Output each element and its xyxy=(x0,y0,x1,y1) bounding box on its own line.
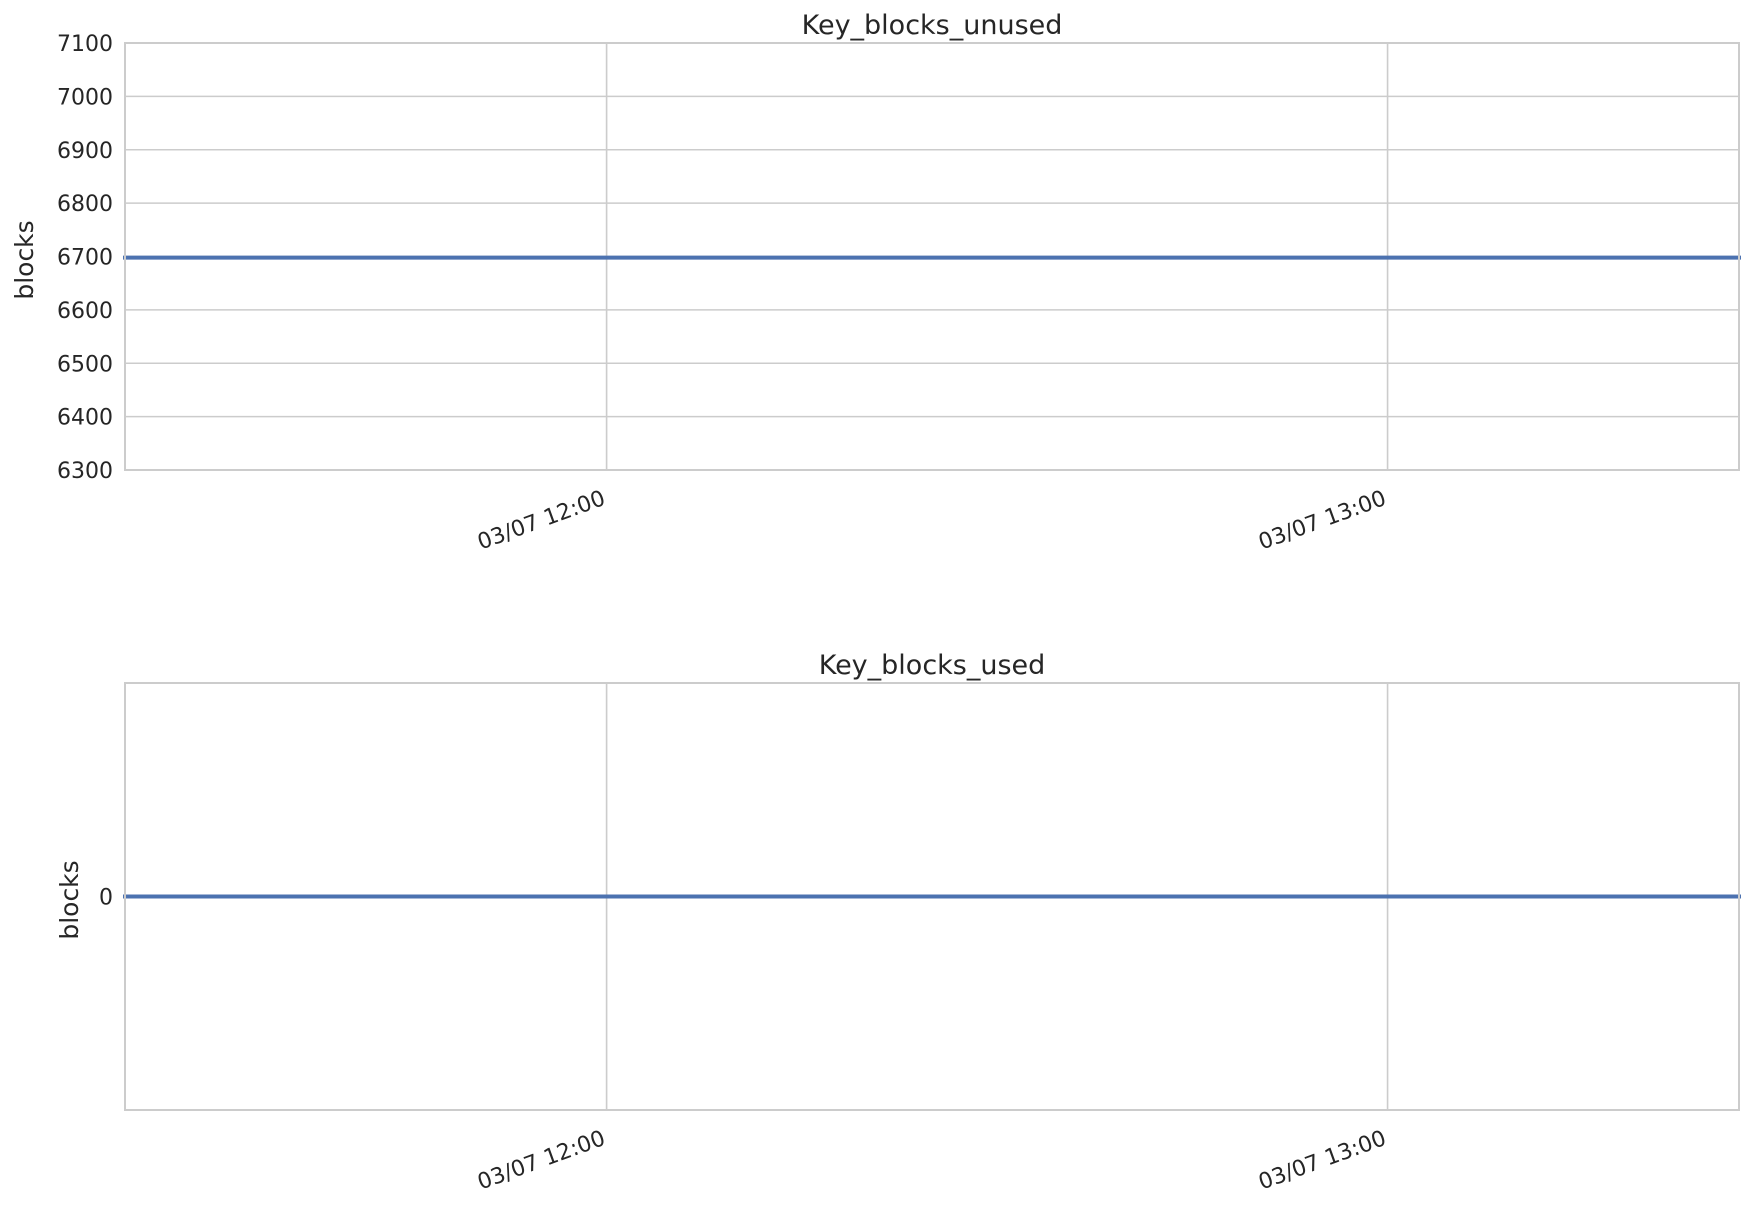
y-tick-labels: 0 xyxy=(99,886,113,911)
chart-panel-key-blocks-unused: Key_blocks_unused blocks 6300 6400 6500 660… xyxy=(10,10,1741,555)
x-tick-labels: 03/07 12:00 03/07 13:00 xyxy=(474,486,1389,555)
x-tick-label: 03/07 12:00 xyxy=(474,486,608,555)
x-tick-label: 03/07 13:00 xyxy=(1255,1126,1389,1195)
y-tick-label: 6400 xyxy=(57,406,113,431)
y-tick-label: 7000 xyxy=(57,85,113,110)
chart-panel-key-blocks-used: Key_blocks_used blocks 0 03/07 12:00 03/0… xyxy=(55,650,1741,1195)
chart-title: Key_blocks_unused xyxy=(802,10,1063,41)
axes-frame xyxy=(124,682,1740,1111)
y-axis-label: blocks xyxy=(55,860,84,939)
y-tick-label: 6300 xyxy=(57,459,113,484)
y-axis-label: blocks xyxy=(10,220,39,299)
y-tick-labels: 6300 6400 6500 6600 6700 6800 6900 7000 7100 xyxy=(57,32,113,484)
y-tick-label: 6900 xyxy=(57,139,113,164)
x-tick-labels: 03/07 12:00 03/07 13:00 xyxy=(474,1126,1389,1195)
axes-frame xyxy=(124,42,1740,471)
x-tick-label: 03/07 12:00 xyxy=(474,1126,608,1195)
y-tick-label: 6700 xyxy=(57,246,113,271)
y-tick-label: 7100 xyxy=(57,32,113,57)
y-tick-label: 6800 xyxy=(57,192,113,217)
y-tick-label: 6500 xyxy=(57,352,113,377)
y-tick-label: 6600 xyxy=(57,299,113,324)
y-tick-label: 0 xyxy=(99,886,113,911)
chart-title: Key_blocks_used xyxy=(819,650,1046,681)
x-tick-label: 03/07 13:00 xyxy=(1255,486,1389,555)
